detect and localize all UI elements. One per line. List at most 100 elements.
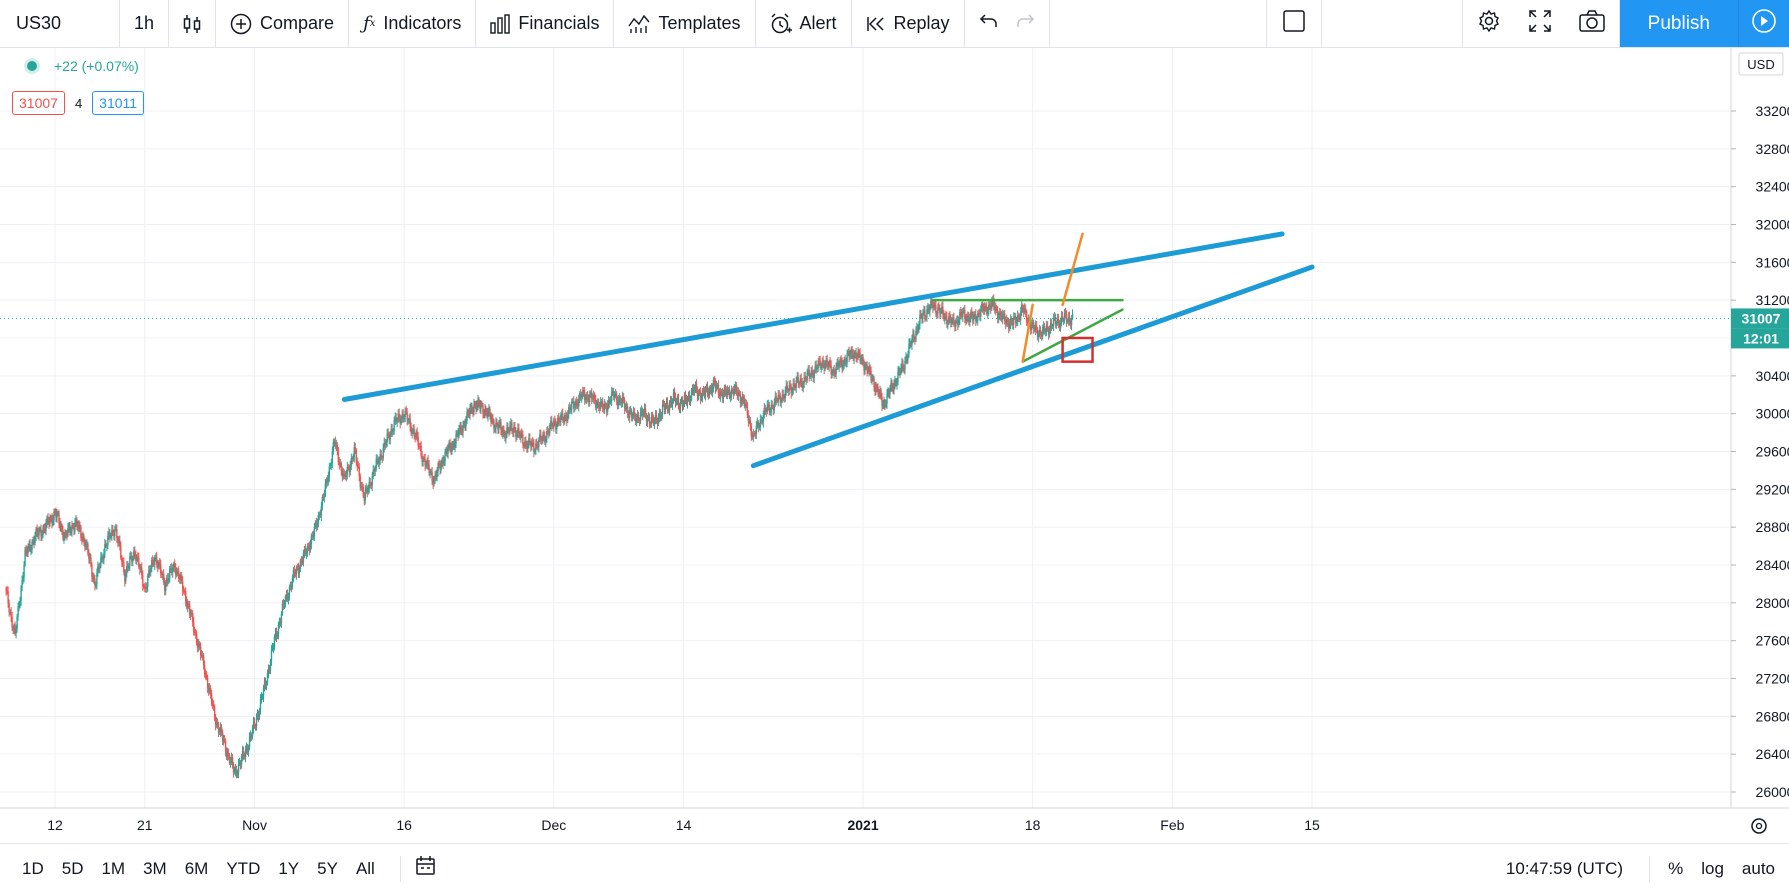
range-5y[interactable]: 5Y (317, 858, 338, 878)
candle-body (584, 392, 586, 401)
candle-body (105, 544, 107, 546)
templates-button[interactable]: Templates (614, 0, 756, 47)
candle-body (943, 313, 945, 320)
candle-body (387, 433, 389, 435)
candle-body (784, 390, 786, 399)
candle-body (167, 578, 169, 582)
candle-body (807, 370, 809, 372)
chart-pane[interactable]: 26000 26400 26800 27200 27600 28000 28400 28800… (0, 48, 1789, 843)
candle-body (304, 548, 307, 554)
candle-body (730, 389, 733, 397)
candle-body (437, 463, 439, 472)
candle-body (957, 320, 959, 325)
axis-settings-icon[interactable] (1751, 818, 1767, 834)
candle-body (169, 568, 171, 578)
candle-body (15, 629, 17, 634)
range-ytd[interactable]: YTD (226, 858, 261, 878)
candle-body (311, 535, 314, 537)
candle-body (353, 447, 355, 458)
range-1y[interactable]: 1Y (278, 858, 300, 878)
interval-button[interactable]: 1h (120, 0, 170, 47)
bar-chart-icon (490, 13, 511, 34)
candle-body (248, 737, 251, 748)
price-chart[interactable]: 26000 26400 26800 27200 27600 28000 28400 28800… (0, 48, 1789, 843)
fullscreen-button[interactable] (1515, 0, 1565, 47)
candle-body (1004, 313, 1006, 322)
candle-body (638, 420, 641, 422)
candle-body (395, 417, 397, 423)
candle-body (571, 401, 573, 410)
candle-body (5, 588, 7, 591)
candle-body (739, 394, 742, 403)
candle-body (540, 434, 542, 440)
play-button[interactable] (1739, 0, 1789, 47)
candle-body (60, 525, 62, 528)
publish-button[interactable]: Publish (1619, 0, 1739, 47)
layout-button[interactable] (1265, 0, 1322, 47)
ask-price[interactable]: 31011 (92, 91, 145, 115)
undo-icon[interactable] (979, 13, 999, 34)
symbol-search[interactable]: US30 (0, 0, 120, 47)
redo-icon[interactable] (1015, 13, 1035, 34)
candle-body (294, 573, 297, 575)
chart-type-button[interactable] (169, 0, 217, 47)
bid-price[interactable]: 31007 (12, 91, 65, 115)
settings-button[interactable] (1461, 0, 1515, 47)
candle-body (512, 430, 514, 433)
candle-body (904, 361, 906, 370)
candle-body (752, 433, 755, 437)
candle-body (499, 422, 501, 425)
auto-toggle[interactable]: auto (1741, 858, 1775, 878)
candle-body (891, 382, 893, 387)
candle-body (202, 655, 205, 666)
candle-body (837, 362, 839, 367)
candle-body (609, 400, 612, 403)
candle-body (801, 382, 803, 389)
candle-body (1069, 321, 1072, 326)
target-box-rectangle[interactable] (1061, 336, 1094, 363)
snapshot-button[interactable] (1565, 0, 1620, 47)
candle-body (320, 506, 323, 516)
candle-body (552, 426, 554, 428)
axis-settings-icon-center (1755, 822, 1763, 830)
percent-toggle[interactable]: % (1668, 858, 1684, 878)
candle-body (346, 466, 349, 475)
candle-body (1032, 322, 1035, 329)
range-all[interactable]: All (355, 858, 375, 878)
candle-body (22, 577, 24, 580)
alert-button[interactable]: Alert (756, 0, 852, 47)
range-5d[interactable]: 5D (61, 858, 84, 878)
candle-body (134, 551, 136, 555)
projection-line[interactable] (1061, 232, 1084, 307)
clock-time[interactable]: 10:47:59 (UTC) (1505, 858, 1624, 878)
candle-body (917, 327, 919, 331)
candle-body (799, 378, 801, 384)
range-6m[interactable]: 6M (184, 858, 209, 878)
flagpole-line[interactable] (1021, 303, 1034, 363)
candle-body (366, 487, 368, 493)
candle-body (721, 392, 724, 399)
lower-channel-line[interactable] (750, 264, 1315, 469)
candle-body (426, 459, 428, 465)
candle-body (521, 433, 523, 435)
candle-body (683, 395, 686, 403)
range-1d[interactable]: 1D (22, 858, 44, 878)
candle-body (808, 370, 810, 377)
range-3m[interactable]: 3M (143, 858, 167, 878)
log-toggle[interactable]: log (1701, 858, 1724, 878)
candle-body (907, 354, 909, 360)
candle-body (593, 394, 595, 400)
goto-date-icon[interactable] (415, 855, 437, 882)
candle-body (849, 354, 851, 357)
currency-box[interactable] (1738, 52, 1784, 76)
triangle-bottom-line[interactable] (1021, 308, 1124, 363)
financials-button[interactable]: Financials (476, 0, 615, 47)
candle-body (59, 523, 61, 528)
compare-button[interactable]: Compare (216, 0, 350, 47)
range-1m[interactable]: 1M (101, 858, 126, 878)
replay-button[interactable]: Replay (852, 0, 965, 47)
candle-body (326, 479, 329, 483)
candle-body (494, 428, 496, 430)
upper-channel-line[interactable] (341, 231, 1285, 402)
